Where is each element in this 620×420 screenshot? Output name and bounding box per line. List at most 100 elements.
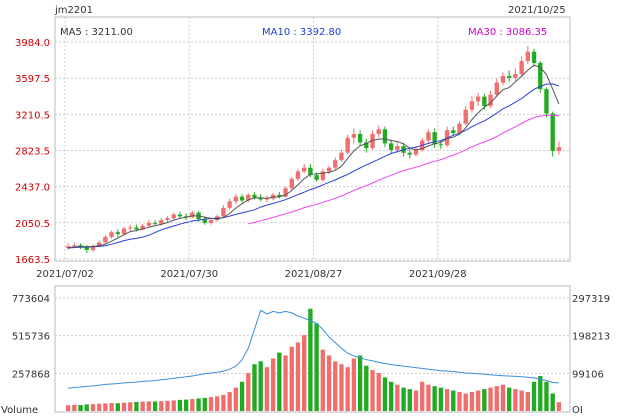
candle-body <box>302 167 307 172</box>
oi-tick-label: 297319 <box>572 294 610 305</box>
volume-bar <box>308 308 313 411</box>
price-tick-label: 3210.5 <box>15 110 50 121</box>
candle-body <box>109 232 114 237</box>
candle-body <box>333 160 338 168</box>
price-tick-label: 2050.5 <box>15 219 50 230</box>
volume-bar <box>252 364 257 411</box>
volume-bar <box>370 370 375 411</box>
price-axis: 3984.0 3597.5 3210.5 2823.5 2437.0 2050.5 1663… <box>15 38 50 266</box>
volume-bar <box>339 364 344 411</box>
candle-body <box>190 212 195 218</box>
candle-body <box>165 218 170 221</box>
candle-body <box>208 220 214 223</box>
volume-bar <box>246 373 251 411</box>
candle-body <box>364 142 369 149</box>
candle-body <box>72 245 77 247</box>
candle-body <box>308 167 313 176</box>
volume-bar <box>388 381 394 411</box>
candle-body <box>121 228 127 235</box>
volume-bar <box>444 389 450 411</box>
volume-bar <box>538 375 543 411</box>
date-tick-label: 2021/09/28 <box>409 269 467 280</box>
volume-bar <box>469 392 475 411</box>
volume-bar <box>121 402 127 411</box>
volume-bar <box>215 396 220 411</box>
candle-body <box>320 171 325 180</box>
ma10-line <box>68 83 560 249</box>
volume-bar <box>90 404 96 411</box>
candle-body <box>90 246 96 250</box>
volume-bar <box>457 392 462 411</box>
volume-tick-label: 773604 <box>12 294 50 305</box>
candle-body <box>500 76 506 83</box>
legend-ma30: MA30 : 3086.35 <box>468 27 547 38</box>
volume-bar <box>283 355 288 411</box>
candle-body <box>451 130 456 134</box>
volume-bar <box>420 381 425 411</box>
volume-bar <box>289 346 294 411</box>
oi-axis: 297319 198213 99106 <box>572 294 610 380</box>
symbol-label: jm2201 <box>54 5 93 16</box>
volume-bar <box>407 389 412 411</box>
candle-body <box>326 167 332 172</box>
candle-body <box>351 134 357 138</box>
candle-body <box>103 236 108 243</box>
candle-body <box>96 242 102 247</box>
volume-bar <box>544 381 549 411</box>
volume-axis: 773604 515736 257868 <box>12 294 50 380</box>
volume-bar <box>159 401 164 411</box>
volume-bar <box>376 373 381 411</box>
volume-tick-label: 257868 <box>12 369 50 380</box>
candle-body <box>339 152 344 161</box>
candle-body <box>438 144 444 146</box>
volume-bar <box>270 358 276 411</box>
volume-bar <box>183 399 189 411</box>
volume-bar <box>177 399 183 411</box>
candle-body <box>258 197 263 200</box>
volume-bar <box>488 387 493 411</box>
volume-bar <box>221 394 226 411</box>
date-tick-label: 2021/08/27 <box>285 269 343 280</box>
candle-body <box>295 171 301 179</box>
oi-label: OI <box>572 405 583 416</box>
volume-bar <box>556 402 562 411</box>
volume-bar <box>227 392 232 411</box>
candle-body <box>283 188 288 197</box>
volume-bar <box>258 361 263 411</box>
volume-bar <box>134 401 139 411</box>
oi-path <box>68 309 559 389</box>
volume-bar <box>426 384 431 411</box>
candle-body <box>407 152 412 155</box>
volume-bar <box>78 405 83 411</box>
volume-bar <box>475 390 481 411</box>
candle-body <box>233 196 239 202</box>
volume-bar <box>519 390 524 411</box>
candle-body <box>513 74 518 78</box>
price-tick-label: 3597.5 <box>15 74 50 85</box>
price-tick-label: 3984.0 <box>15 38 50 49</box>
volume-bar <box>314 323 319 411</box>
candle-body <box>84 247 89 250</box>
volume-bar <box>432 386 437 411</box>
candle-body <box>395 146 400 150</box>
ma30-line <box>248 114 559 225</box>
volume-bar <box>72 404 77 411</box>
volume-bar <box>196 398 201 411</box>
volume-bar <box>277 352 282 411</box>
candle-body <box>140 225 145 230</box>
volume-bar <box>413 390 419 411</box>
volume-bar <box>208 397 214 411</box>
volume-bar <box>239 381 245 411</box>
candle-body <box>171 214 176 219</box>
volume-bar <box>345 367 350 411</box>
candle-body <box>270 194 276 199</box>
volume-bar <box>451 390 456 411</box>
candle-body <box>538 62 543 90</box>
volume-bar <box>395 384 400 411</box>
candle-body <box>289 178 294 189</box>
candle-body <box>544 89 549 114</box>
candle-body <box>357 134 363 143</box>
volume-bar <box>96 403 102 411</box>
volume-bar <box>128 402 133 411</box>
